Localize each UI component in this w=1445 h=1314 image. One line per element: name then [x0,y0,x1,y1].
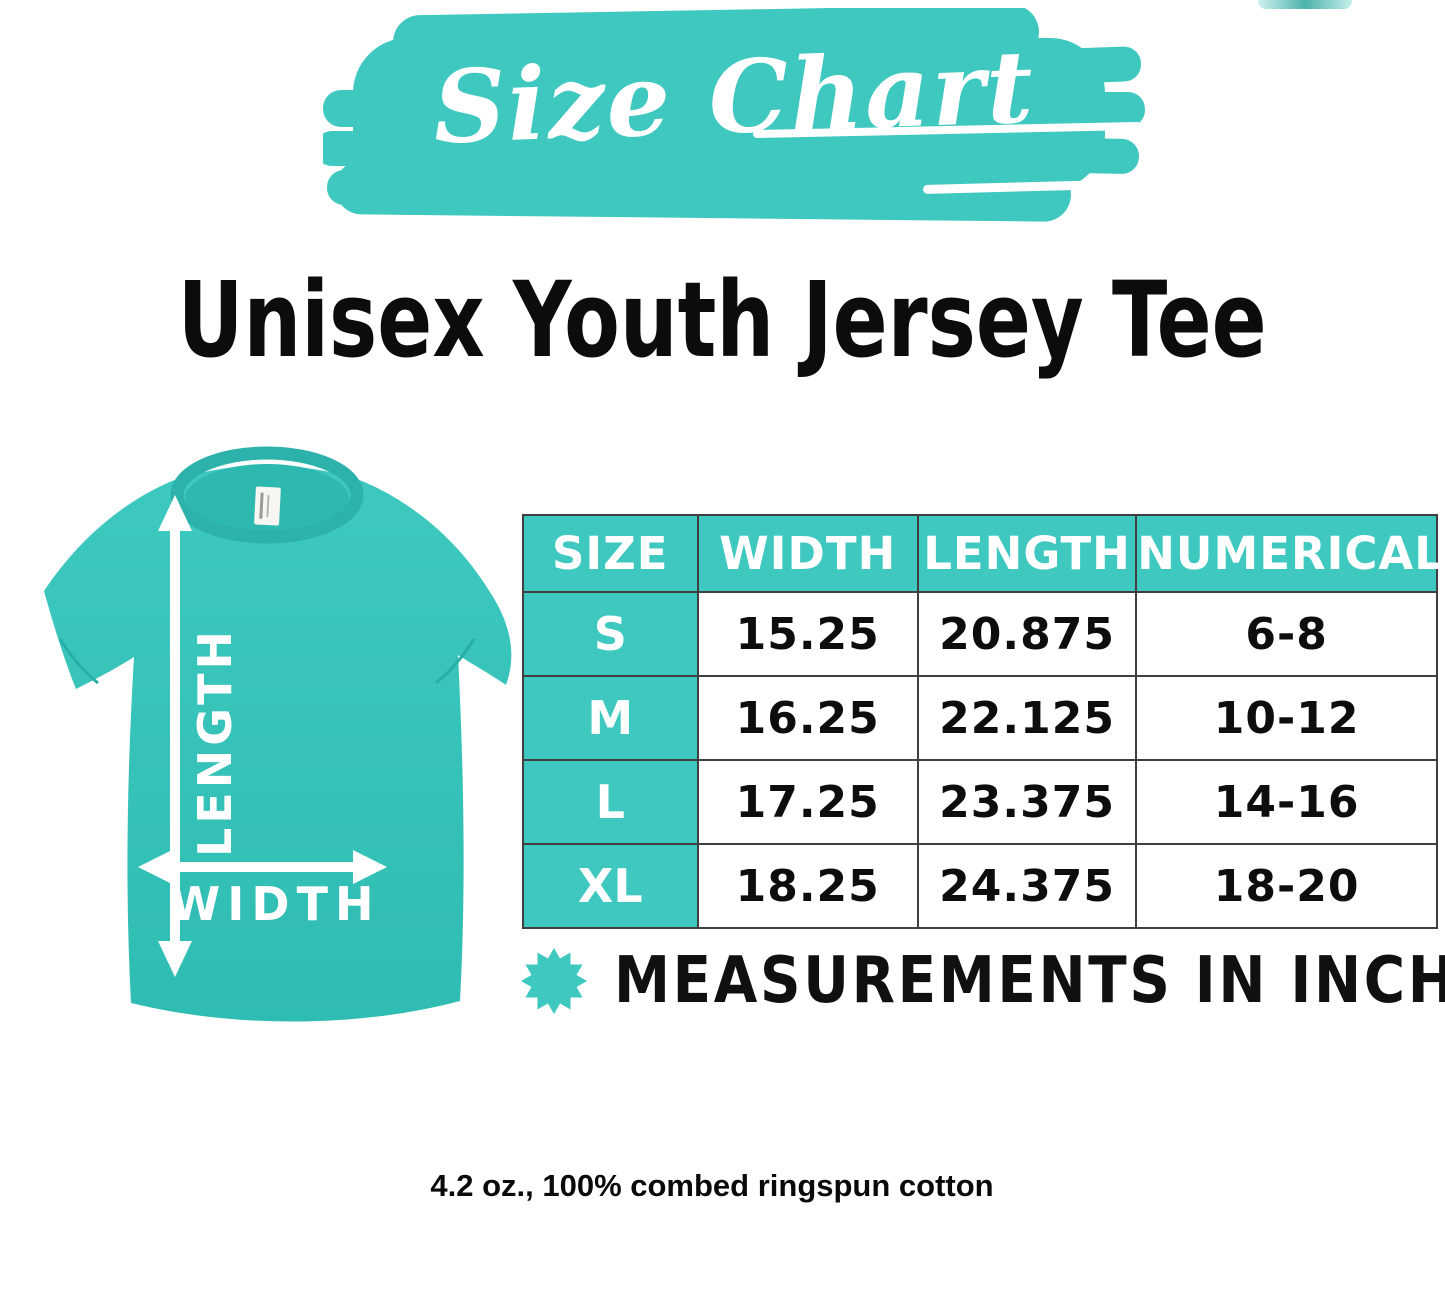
table-row: M 16.25 22.125 10-12 [522,675,1438,761]
size-table: SIZE WIDTH LENGTH NUMERICAL S 15.25 20.8… [522,514,1443,929]
tshirt-illustration [44,446,512,1022]
brush-stroke-graphic [323,8,1145,222]
table-header-row: SIZE WIDTH LENGTH NUMERICAL [522,514,1443,593]
length-cell: 22.125 [916,675,1138,761]
page-title: Unisex Youth Jersey Tee [177,259,1268,381]
table-row: S 15.25 20.875 6-8 [522,591,1438,677]
width-arrow [138,850,387,884]
length-arrow [158,495,192,977]
tshirt-body [44,465,512,1022]
table-row: L 17.25 23.375 14-16 [522,759,1438,845]
scan-smudge [1258,0,1352,9]
length-cell: 24.375 [916,843,1138,929]
length-cell: 23.375 [916,759,1138,845]
col-header-size: SIZE [522,514,699,593]
width-cell: 18.25 [696,843,919,929]
measurements-note-text: MEASUREMENTS IN INCH [614,944,1445,1018]
length-label: LENGTH [188,626,242,858]
col-header-length: LENGTH [916,514,1138,593]
size-cell: L [522,759,699,845]
col-header-width: WIDTH [696,514,919,593]
col-header-numerical: NUMERICAL [1135,514,1443,593]
numerical-cell: 6-8 [1135,591,1438,677]
length-cell: 20.875 [916,591,1138,677]
tshirt-figure: LENGTH WIDTH [22,445,512,1045]
width-label: WIDTH [169,877,381,931]
numerical-cell: 14-16 [1135,759,1438,845]
width-cell: 16.25 [696,675,919,761]
numerical-cell: 10-12 [1135,675,1438,761]
starburst-icon [520,947,588,1015]
size-cell: S [522,591,699,677]
size-cell: XL [522,843,699,929]
fabric-footnote: 4.2 oz., 100% combed ringspun cotton [430,1168,994,1203]
banner: Size Chart [323,8,1152,223]
size-cell: M [522,675,699,761]
collar-ring [170,446,364,544]
table-row: XL 18.25 24.375 18-20 [522,843,1438,929]
numerical-cell: 18-20 [1135,843,1438,929]
measurements-note: MEASUREMENTS IN INCH [520,944,1445,1018]
collar-tag [254,486,281,526]
width-cell: 17.25 [696,759,919,845]
width-cell: 15.25 [696,591,919,677]
